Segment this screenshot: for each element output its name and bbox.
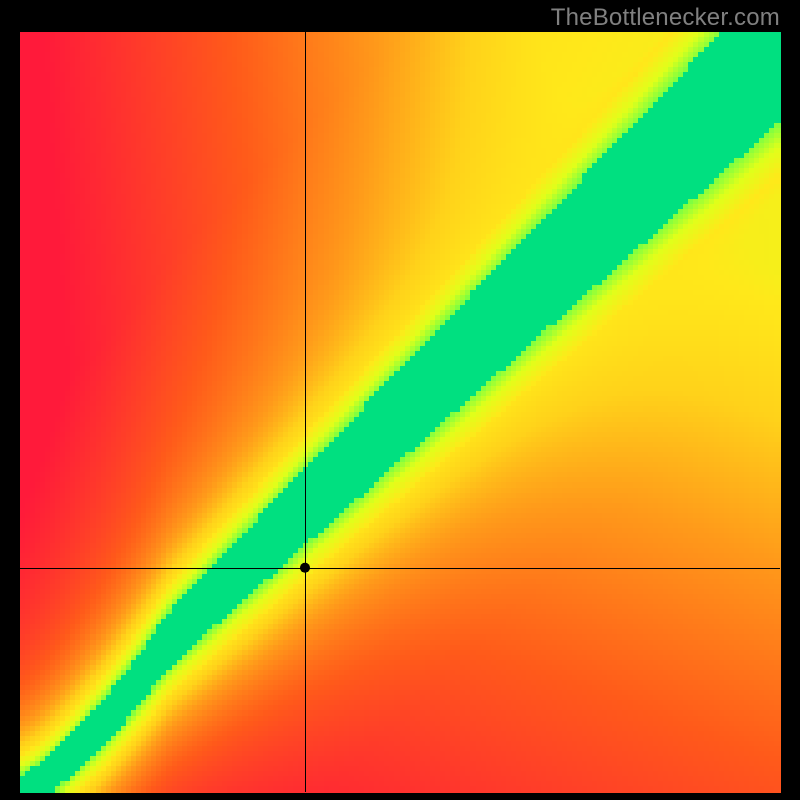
bottleneck-heatmap-canvas <box>0 0 800 800</box>
watermark-text: TheBottlenecker.com <box>551 4 780 32</box>
chart-container: TheBottlenecker.com <box>0 0 800 800</box>
